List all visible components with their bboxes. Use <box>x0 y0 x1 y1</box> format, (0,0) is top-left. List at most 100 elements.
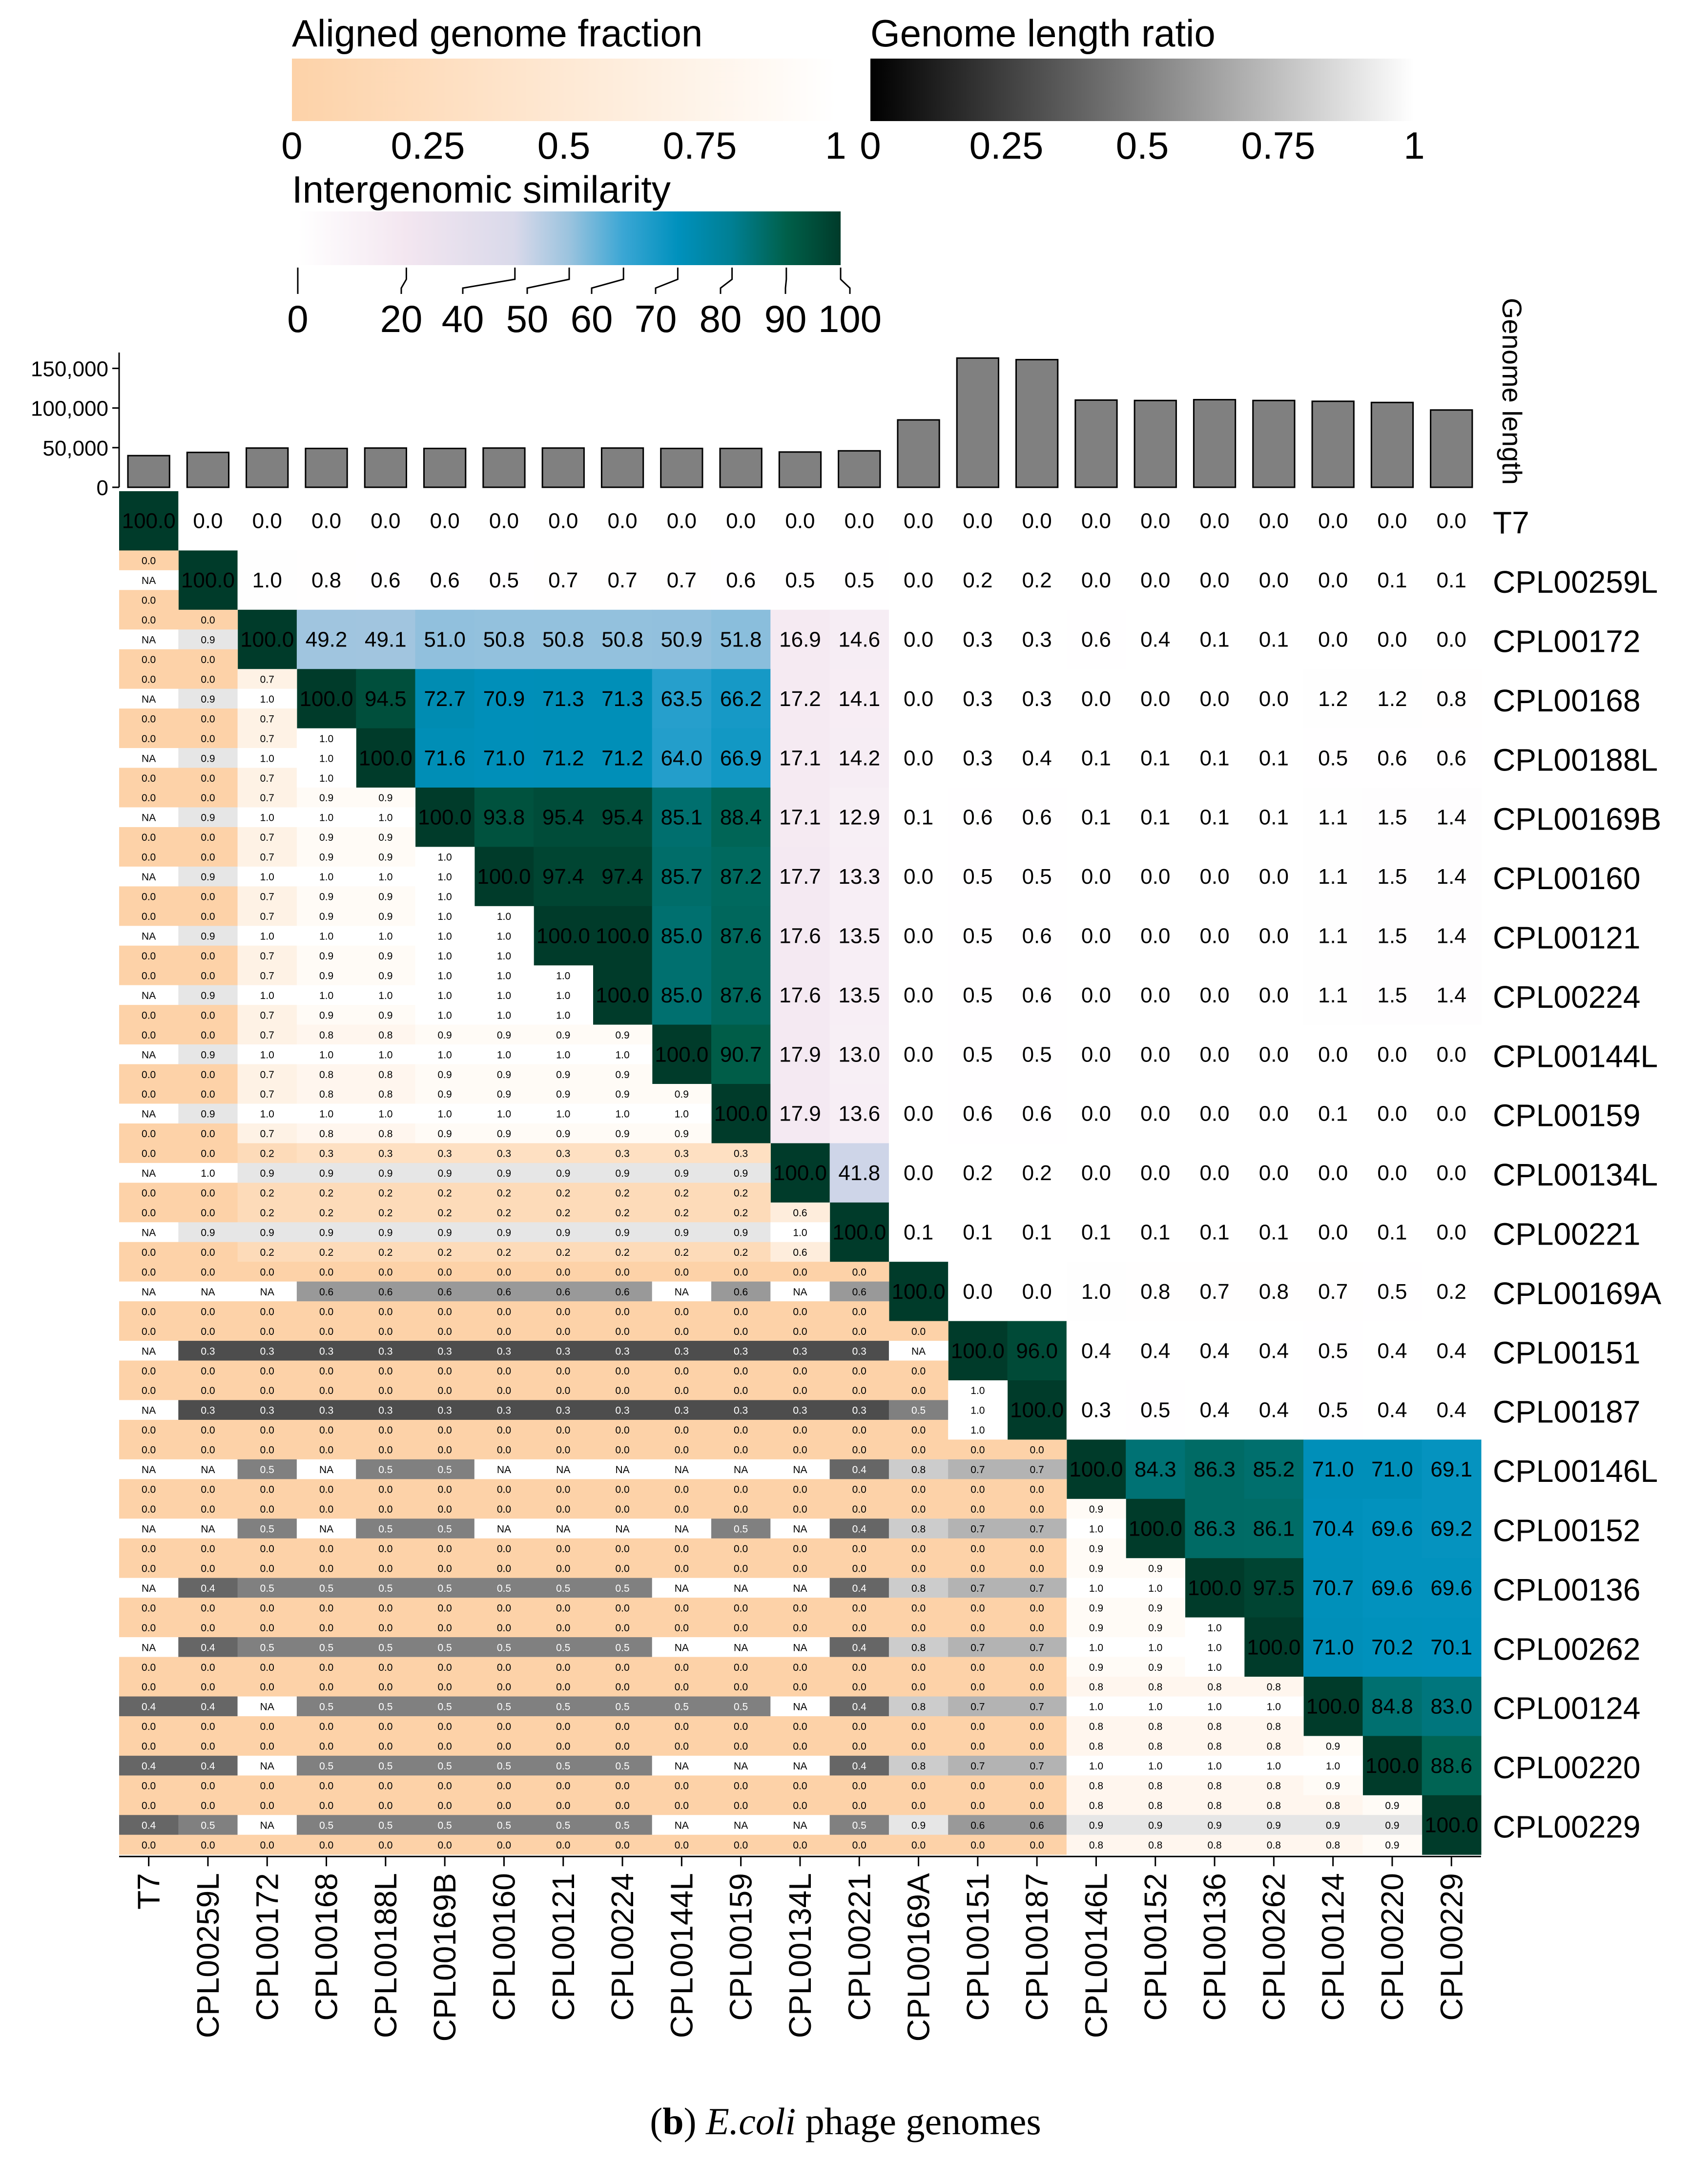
length-ratio-cell <box>474 1400 534 1420</box>
aligned-fraction-cell <box>652 1143 712 1164</box>
similarity-value: 0.0 <box>1140 687 1170 711</box>
aligned-fraction-cell <box>237 1736 297 1756</box>
similarity-cell <box>237 550 297 610</box>
aligned-fraction-cell <box>296 1538 356 1559</box>
length-ratio-cell <box>770 1696 830 1717</box>
aligned-fraction-cell <box>948 1558 1008 1579</box>
row-label: CPL00121 <box>1493 920 1640 956</box>
similarity-cell <box>1126 847 1185 907</box>
aligned-fraction-value: 0.0 <box>911 1840 926 1851</box>
length-ratio-cell <box>948 1400 1008 1420</box>
length-ratio-value: 0.5 <box>260 1464 274 1476</box>
aligned-fraction-value: 0.0 <box>142 733 156 745</box>
length-ratio-value: 0.3 <box>319 1346 333 1357</box>
aligned-fraction-cell <box>415 1143 475 1164</box>
aligned-fraction-value: 0.0 <box>615 1741 629 1752</box>
length-ratio-cell <box>237 1637 297 1657</box>
length-ratio-value: NA <box>497 1464 511 1476</box>
similarity-value: 0.0 <box>1199 865 1229 889</box>
similarity-value: 71.3 <box>542 687 584 711</box>
length-ratio-value: NA <box>675 1761 689 1772</box>
aligned-fraction-cell <box>178 1123 238 1144</box>
aligned-fraction-cell <box>1007 1716 1067 1736</box>
length-ratio-value: 1.0 <box>675 1109 689 1120</box>
aligned-fraction-cell <box>1362 1834 1423 1855</box>
aligned-fraction-cell <box>178 768 238 788</box>
aligned-fraction-cell <box>593 1677 653 1697</box>
aligned-fraction-cell <box>415 906 475 926</box>
aligned-fraction-value: 0.0 <box>497 1840 511 1851</box>
similarity-value: 0.0 <box>904 568 933 592</box>
similarity-cell <box>888 609 949 669</box>
similarity-cell <box>948 609 1008 669</box>
similarity-value: 0.0 <box>1259 1042 1289 1066</box>
aligned-fraction-value: 0.0 <box>201 1207 215 1219</box>
similarity-cell <box>829 965 889 1025</box>
similarity-value: 0.2 <box>1022 1161 1052 1185</box>
length-ratio-cell <box>888 1341 949 1361</box>
aligned-fraction-value: 0.8 <box>1089 1721 1103 1732</box>
similarity-cell <box>1362 965 1423 1025</box>
similarity-cell <box>1362 1736 1423 1796</box>
similarity-cell <box>711 965 771 1025</box>
similarity-value: 0.0 <box>1259 1161 1289 1185</box>
length-ratio-cell <box>829 1755 889 1776</box>
length-ratio-value: 0.6 <box>970 1820 985 1831</box>
aligned-fraction-value: 0.0 <box>201 1563 215 1574</box>
aligned-fraction-value: 0.8 <box>1207 1741 1221 1752</box>
similarity-cell <box>829 906 889 966</box>
similarity-value: 0.4 <box>1199 1398 1229 1422</box>
aligned-fraction-cell <box>237 1834 297 1855</box>
length-ratio-value: 0.3 <box>201 1405 215 1416</box>
aligned-fraction-value: 0.0 <box>142 1128 156 1140</box>
similarity-legend-bar <box>298 211 841 265</box>
length-ratio-cell <box>711 1696 771 1717</box>
aligned-fraction-cell <box>652 1262 712 1282</box>
similarity-value: 0.0 <box>1140 1042 1170 1066</box>
aligned-fraction-value: 0.8 <box>319 1089 333 1100</box>
similarity-cell <box>1422 1024 1482 1084</box>
aligned-fraction-cell <box>1185 1775 1245 1796</box>
aligned-fraction-cell <box>711 1617 771 1638</box>
aligned-fraction-cell <box>178 847 238 867</box>
aligned-fraction-value: 0.0 <box>438 1504 452 1515</box>
aligned-fraction-cell <box>948 1538 1008 1559</box>
similarity-cell <box>1244 1024 1304 1084</box>
similarity-value: 17.9 <box>779 1042 821 1066</box>
aligned-fraction-cell <box>474 945 534 966</box>
similarity-value: 0.4 <box>1140 628 1170 652</box>
aligned-fraction-cell <box>474 1775 534 1796</box>
length-ratio-value: 0.9 <box>615 1168 629 1179</box>
aligned-fraction-cell <box>474 1084 534 1104</box>
aligned-fraction-value: 0.0 <box>556 1721 570 1732</box>
length-ratio-value: 1.0 <box>1148 1702 1162 1713</box>
aligned-fraction-cell <box>237 1262 297 1282</box>
similarity-value: 72.7 <box>424 687 466 711</box>
aligned-fraction-cell <box>296 728 356 749</box>
aligned-fraction-value: 0.0 <box>438 1781 452 1792</box>
similarity-value: 0.0 <box>1199 983 1229 1007</box>
aligned-fraction-cell <box>119 1262 179 1282</box>
aligned-fraction-value: 0.9 <box>319 792 333 804</box>
length-ratio-cell <box>296 1341 356 1361</box>
aligned-fraction-cell <box>652 1598 712 1618</box>
aligned-fraction-value: 0.0 <box>378 1366 392 1377</box>
aligned-fraction-cell <box>415 1005 475 1025</box>
aligned-fraction-value: 0.9 <box>675 1128 689 1140</box>
length-ratio-value: 1.0 <box>1326 1761 1340 1772</box>
aligned-fraction-value: 0.0 <box>556 1267 570 1278</box>
length-ratio-cell <box>474 1163 534 1183</box>
length-ratio-cell <box>770 1755 830 1776</box>
length-ratio-cell <box>1066 1755 1126 1776</box>
length-ratio-value: 0.9 <box>734 1168 748 1179</box>
length-ratio-cell <box>296 807 356 828</box>
aligned-fraction-cell <box>296 827 356 847</box>
similarity-cell <box>770 728 830 788</box>
aligned-fraction-cell <box>948 1736 1008 1756</box>
aligned-fraction-value: 0.0 <box>793 1326 807 1337</box>
aligned-fraction-cell <box>296 847 356 867</box>
similarity-value: 0.5 <box>1140 1398 1170 1422</box>
similarity-cell <box>1007 906 1067 966</box>
aligned-fraction-cell <box>652 1123 712 1144</box>
aligned-fraction-cell <box>948 1598 1008 1618</box>
